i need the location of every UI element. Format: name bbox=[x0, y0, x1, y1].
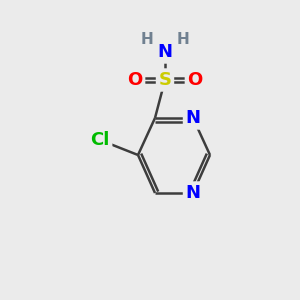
Text: H: H bbox=[141, 32, 153, 47]
Text: O: O bbox=[188, 71, 202, 89]
Text: Cl: Cl bbox=[90, 131, 110, 149]
Text: N: N bbox=[185, 109, 200, 127]
Text: N: N bbox=[158, 43, 172, 61]
Text: H: H bbox=[177, 32, 189, 47]
Text: S: S bbox=[158, 71, 172, 89]
Text: O: O bbox=[128, 71, 142, 89]
Text: N: N bbox=[185, 184, 200, 202]
